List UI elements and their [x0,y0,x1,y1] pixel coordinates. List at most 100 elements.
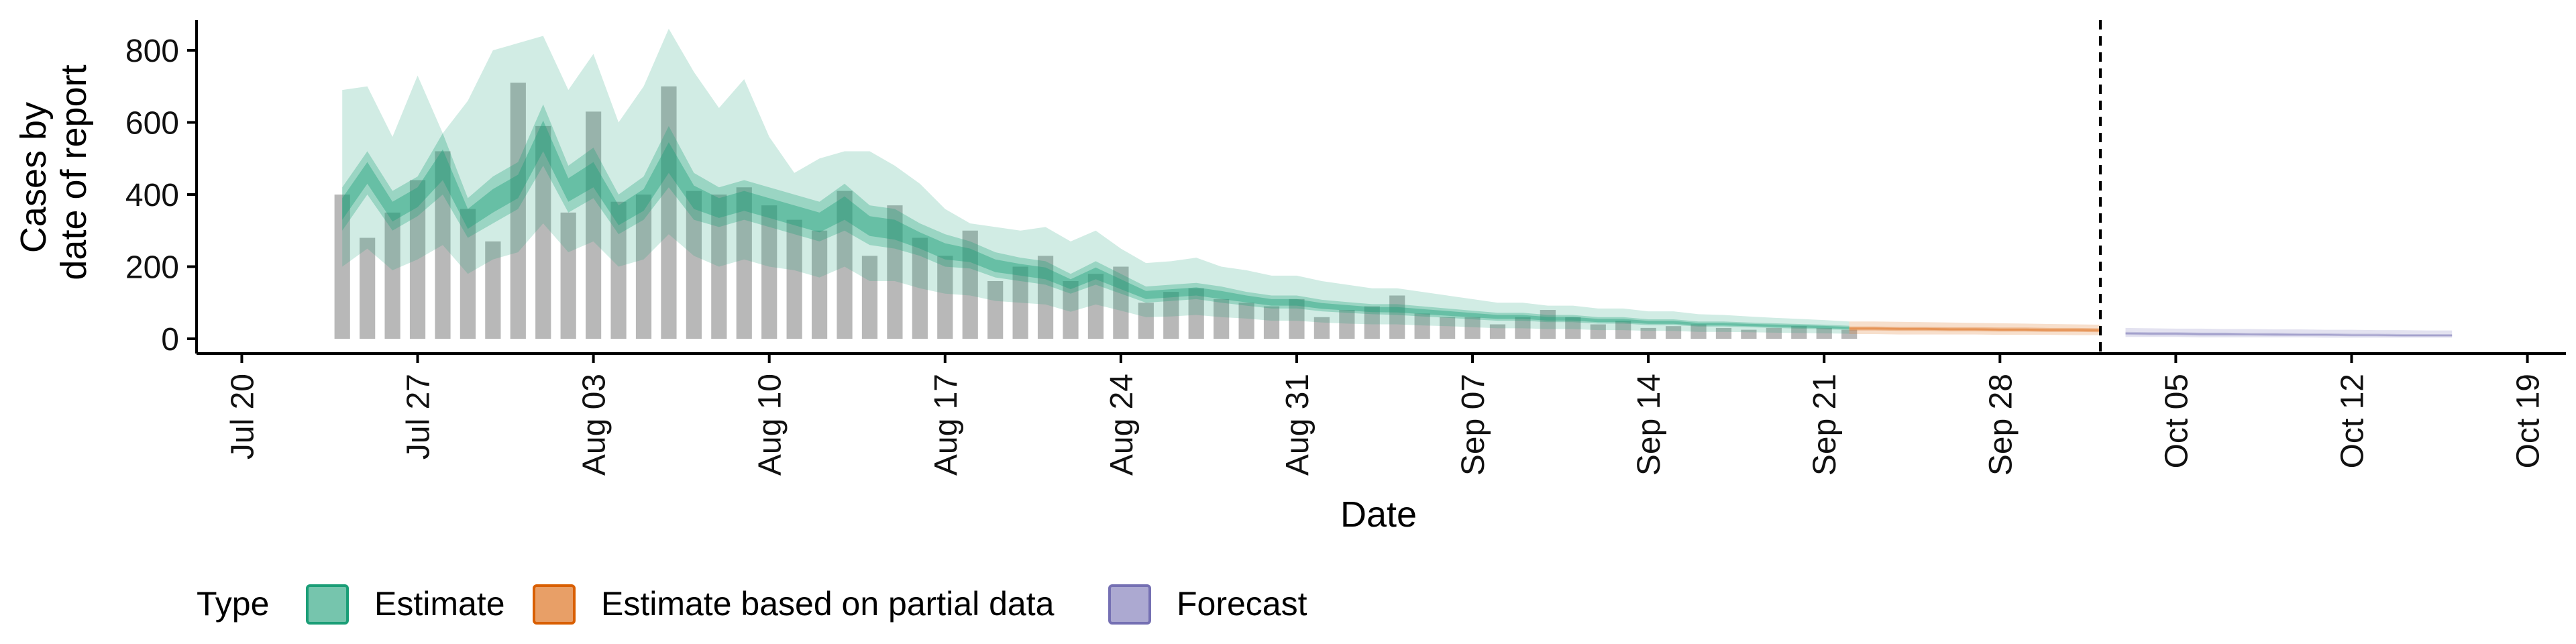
ribbon-90 [1849,321,2101,335]
y-axis-ticks: 0 200 400 600 800 [125,34,197,358]
report-bar [761,205,777,339]
report-bar [1313,317,1330,339]
y-tick-label: 0 [161,322,179,358]
y-tick-label: 600 [125,106,179,142]
x-tick-label: Sep 21 [1807,374,1843,476]
report-bar [1263,306,1280,339]
report-bar [535,125,551,339]
report-bar [1640,327,1656,339]
report-bar [1012,266,1028,339]
y-axis-title: Cases by date of report [13,64,94,280]
legend-title: Type [197,585,269,623]
ribbon-median [1849,327,2101,331]
report-bar [1540,310,1556,339]
report-bar [887,205,903,339]
report-bar [912,237,928,339]
report-bar [460,209,476,339]
report-bar [786,219,802,339]
report-bar [1037,256,1054,339]
x-tick-label: Aug 03 [577,374,612,476]
report-bar [1113,266,1129,339]
ribbon-50 [1849,326,2101,333]
x-tick-label: Oct 05 [2159,374,2194,468]
ribbon-50 [2125,331,2453,337]
x-tick-label: Sep 07 [1456,374,1491,476]
y-tick-label: 800 [125,34,179,69]
report-bar [1289,299,1305,339]
legend-label: Estimate [374,585,505,623]
report-bar [861,256,878,339]
report-bar [1138,303,1154,339]
report-bar [1841,329,1858,339]
report-bar [1665,326,1682,339]
report-bar [1690,324,1707,339]
legend: Type Estimate Estimate based on partial d… [197,584,1307,625]
y-axis-title-line-2: date of report [54,64,94,280]
x-tick-label: Aug 31 [1280,374,1316,476]
x-tick-label: Oct 19 [2511,374,2546,468]
report-bar [635,195,652,339]
report-bar [937,256,953,339]
x-tick-label: Sep 14 [1631,374,1667,476]
report-bar [1565,317,1581,339]
x-tick-label: Jul 27 [401,374,437,460]
report-bar [409,180,426,339]
x-axis-title: Date [1340,494,1417,535]
report-bar [1489,324,1506,339]
x-tick-label: Aug 24 [1104,374,1140,476]
report-bar [485,241,501,339]
bars-layer [334,83,1858,339]
ribbons-layer [342,28,2453,338]
report-bar [1439,317,1456,339]
legend-key [1108,584,1151,625]
report-bar [711,195,727,339]
report-bar [1163,292,1179,339]
report-bar [360,237,376,339]
ribbon-90 [2125,327,2453,338]
report-bar [560,212,576,339]
legend-label: Forecast [1177,585,1307,623]
report-bar [1515,317,1531,339]
report-bar [435,151,451,339]
legend-label: Estimate based on partial data [601,585,1055,623]
report-bar [1464,317,1481,339]
report-bar [1615,321,1631,339]
report-bar [1414,313,1430,339]
ribbon-50 [342,104,1849,330]
y-tick-label: 200 [125,250,179,286]
report-bar [661,86,677,339]
report-bar [1339,310,1355,339]
report-bar [1766,327,1782,339]
report-bar [1188,288,1204,339]
report-bar [1590,324,1606,339]
x-tick-label: Aug 10 [753,374,788,476]
report-bar [510,83,526,339]
legend-key [306,584,349,625]
x-tick-label: Aug 17 [928,374,964,476]
report-bar [1087,274,1104,339]
report-bar [686,191,702,339]
y-axis-title-line-1: Cases by [13,102,54,253]
x-tick-label: Sep 28 [1983,374,2019,476]
report-bar [586,111,602,339]
ribbon-90 [342,28,1849,334]
x-tick-label: Oct 12 [2334,374,2370,468]
x-axis-ticks: Jul 20 Jul 27 Aug 03 Aug 10 Aug 17 Aug 24 Aug … [225,354,2546,476]
report-bar [334,195,350,339]
report-bar [1238,303,1254,339]
ribbon-median [2125,332,2453,336]
report-bar [811,230,828,339]
report-bar [1791,326,1807,339]
report-bar [1364,306,1380,339]
report-bar [1816,327,1832,339]
report-bar [736,187,752,339]
x-tick-label: Jul 20 [225,374,260,460]
report-bar [610,201,627,339]
legend-key [533,584,576,625]
report-bar [1741,329,1757,339]
y-tick-label: 400 [125,178,179,213]
report-bar [987,281,1004,339]
report-bar [1214,299,1230,339]
report-bar [384,212,400,339]
